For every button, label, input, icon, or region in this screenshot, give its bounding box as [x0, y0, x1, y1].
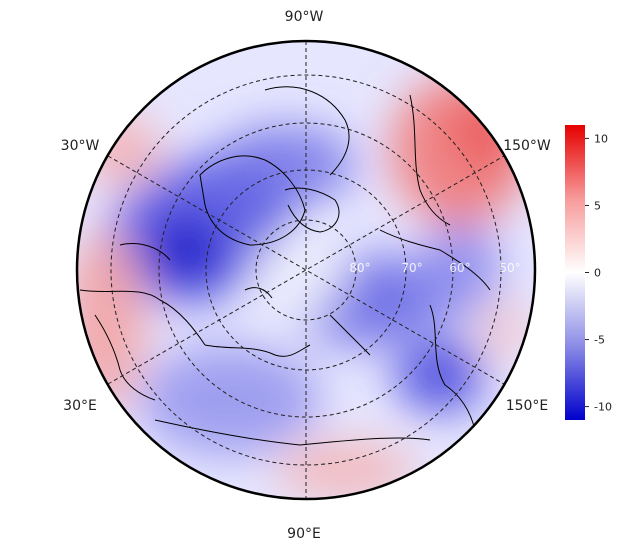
colorbar-ticks: 10 5 0 -5 -10 — [585, 132, 612, 414]
map-boundary — [75, 39, 537, 501]
anomaly-field — [77, 41, 535, 499]
lon-label-bottom: 90°E — [287, 526, 321, 542]
lat-label-50: 50° — [499, 261, 520, 275]
colorbar-tick-label: -10 — [594, 401, 612, 414]
lon-label-upper-left: 30°W — [61, 138, 100, 154]
colorbar-tick-label: 5 — [594, 199, 601, 212]
lat-label-60: 60° — [449, 261, 470, 275]
colorbar: 10 5 0 -5 -10 — [565, 125, 612, 420]
lat-label-80: 80° — [349, 261, 370, 275]
coastlines — [79, 86, 491, 446]
colorbar-tick-label: -5 — [594, 334, 605, 347]
colorbar-tick-label: 10 — [594, 132, 608, 145]
lon-label-upper-right: 150°W — [503, 138, 551, 154]
lon-label-top: 90°W — [285, 9, 324, 25]
colorbar-gradient — [565, 125, 585, 420]
lon-label-lower-right: 150°E — [506, 398, 549, 414]
lon-label-lower-left: 30°E — [63, 398, 97, 414]
meridians — [107, 41, 505, 499]
lat-label-70: 70° — [401, 261, 422, 275]
colorbar-tick-label: 0 — [594, 267, 601, 280]
